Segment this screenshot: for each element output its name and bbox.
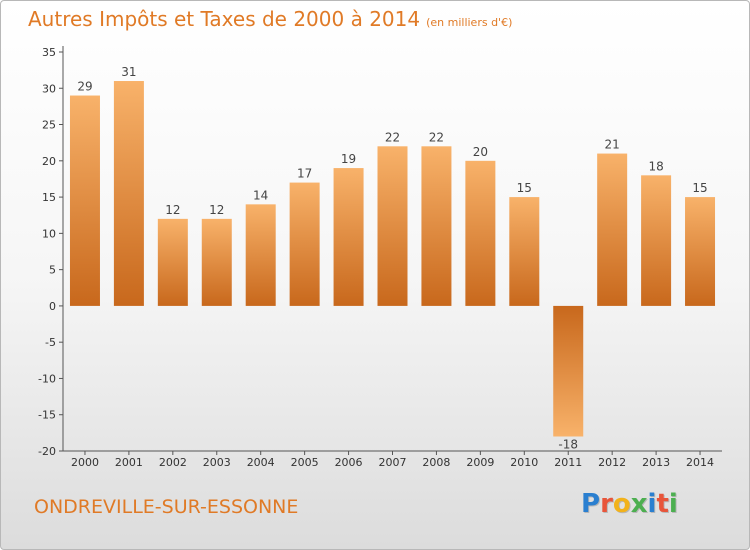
y-tick-label: 0 — [49, 300, 56, 313]
bar — [289, 182, 320, 306]
logo-letter: P — [581, 489, 601, 519]
bar — [553, 305, 584, 437]
y-tick-label: 20 — [42, 155, 56, 168]
data-label: 22 — [385, 130, 400, 144]
chart-subtitle: (en milliers d'€) — [426, 16, 513, 29]
y-tick-label: 10 — [42, 227, 56, 240]
x-tick-label: 2014 — [686, 456, 714, 469]
y-tick-label: 5 — [49, 264, 56, 277]
bar — [421, 146, 452, 306]
data-label: 12 — [165, 203, 180, 217]
bar — [201, 218, 232, 306]
y-tick-label: -15 — [38, 409, 56, 422]
data-label: 15 — [517, 181, 532, 195]
commune-name: ONDREVILLE-SUR-ESSONNE — [34, 496, 299, 518]
bar — [509, 197, 540, 306]
logo-letter: i — [668, 489, 678, 519]
bar — [245, 204, 276, 306]
y-tick-label: -20 — [38, 445, 56, 458]
proxiti-logo: Proxiti — [581, 489, 678, 519]
x-tick-label: 2003 — [203, 456, 231, 469]
data-label: 20 — [473, 145, 488, 159]
data-label: 15 — [692, 181, 707, 195]
data-label: 19 — [341, 152, 356, 166]
x-tick-label: 2008 — [422, 456, 450, 469]
logo-letter: x — [630, 489, 648, 519]
y-tick-label: 15 — [42, 191, 56, 204]
chart-title: Autres Impôts et Taxes de 2000 à 2014 (en… — [28, 7, 512, 31]
x-tick-label: 2010 — [510, 456, 538, 469]
chart-title-main: Autres Impôts et Taxes de 2000 à 2014 — [28, 7, 421, 31]
bar — [157, 218, 188, 306]
bar — [641, 175, 672, 306]
bar — [113, 81, 144, 306]
bar — [69, 95, 100, 306]
data-label: 18 — [648, 159, 663, 173]
logo-letter: i — [647, 489, 657, 519]
x-tick-label: 2011 — [554, 456, 582, 469]
y-tick-label: -5 — [45, 336, 56, 349]
bar — [377, 146, 408, 306]
x-tick-label: 2002 — [159, 456, 187, 469]
x-tick-label: 2012 — [598, 456, 626, 469]
data-label: -18 — [558, 437, 578, 451]
y-tick-label: 25 — [42, 119, 56, 132]
logo-letter: t — [656, 489, 669, 519]
data-label: 14 — [253, 188, 268, 202]
logo-letter: o — [612, 489, 631, 519]
logo-letter: r — [600, 489, 613, 519]
bar — [333, 168, 364, 306]
data-label: 12 — [209, 203, 224, 217]
bar — [465, 160, 496, 306]
x-tick-label: 2000 — [71, 456, 99, 469]
bar — [597, 153, 628, 306]
data-label: 22 — [429, 130, 444, 144]
x-tick-label: 2005 — [291, 456, 319, 469]
x-tick-label: 2004 — [247, 456, 275, 469]
x-tick-label: 2006 — [335, 456, 363, 469]
data-label: 29 — [77, 80, 92, 94]
x-tick-label: 2001 — [115, 456, 143, 469]
y-tick-label: 30 — [42, 82, 56, 95]
x-tick-label: 2009 — [466, 456, 494, 469]
y-tick-label: 35 — [42, 46, 56, 59]
data-label: 17 — [297, 167, 312, 181]
x-tick-label: 2007 — [379, 456, 407, 469]
data-label: 21 — [605, 138, 620, 152]
data-label: 31 — [121, 65, 136, 79]
bar — [685, 197, 716, 306]
y-tick-label: -10 — [38, 372, 56, 385]
x-tick-label: 2013 — [642, 456, 670, 469]
